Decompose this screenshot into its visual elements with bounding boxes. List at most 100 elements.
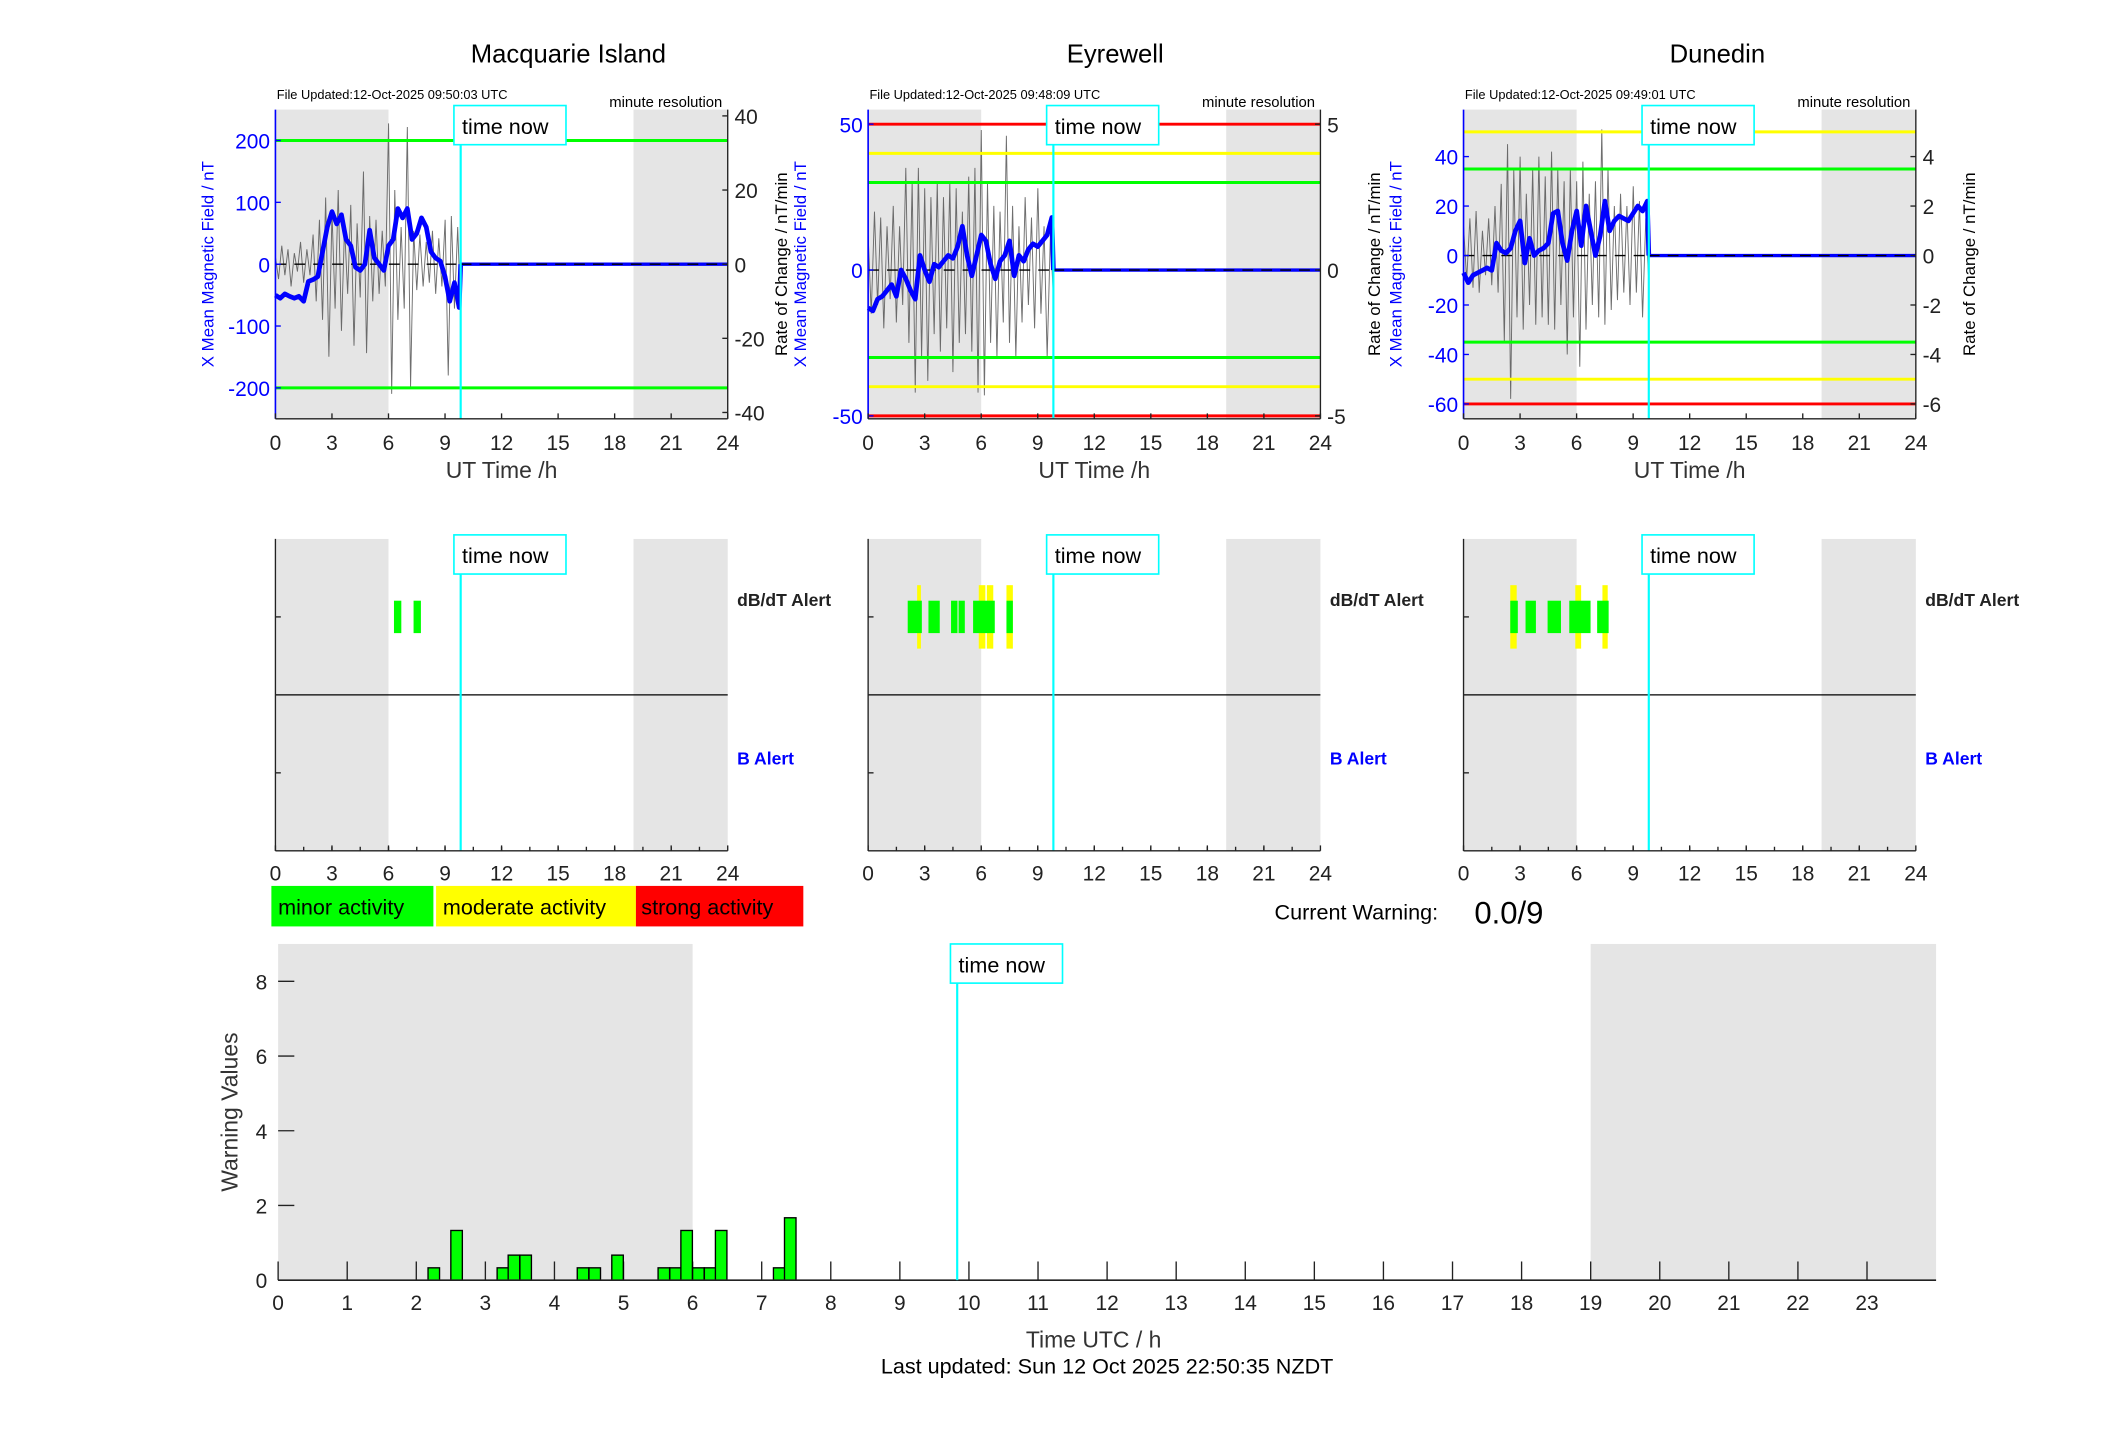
y-tick-label-left: 100 bbox=[235, 192, 270, 215]
x-tick-label: 12 bbox=[1095, 1292, 1118, 1315]
time-now-box bbox=[1641, 104, 1755, 146]
x-tick-label: 9 bbox=[894, 1292, 906, 1315]
x-tick-label: 0 bbox=[862, 863, 874, 886]
y-axis-label: Warning Values bbox=[217, 1032, 243, 1191]
y-tick-label-left: 40 bbox=[1435, 147, 1458, 170]
station-panel: Eyrewell File Updated:12-Oct-2025 09:48:0… bbox=[791, 40, 1424, 885]
night-shading bbox=[1226, 109, 1321, 419]
y-tick-label: 0 bbox=[256, 1270, 268, 1293]
night-shading bbox=[1590, 943, 1937, 1281]
dbdt-alert-bar-minor bbox=[1597, 600, 1609, 634]
warning-bar bbox=[680, 1229, 694, 1281]
x-tick-label: 22 bbox=[1786, 1292, 1809, 1315]
legend-moderate-label: moderate activity bbox=[443, 894, 606, 919]
warning-bar bbox=[576, 1267, 590, 1281]
time-now-box bbox=[1045, 104, 1160, 146]
current-warning-label: Current Warning: bbox=[1275, 900, 1439, 925]
y-tick-label-left: -40 bbox=[1428, 345, 1458, 368]
x-tick-label: 18 bbox=[603, 432, 626, 455]
y-tick-label-right: 2 bbox=[1923, 196, 1935, 219]
station-panel: Macquarie Island File Updated:12-Oct-2025… bbox=[198, 40, 831, 885]
x-tick-label: 17 bbox=[1441, 1292, 1464, 1315]
y-tick-label-left: -100 bbox=[228, 316, 270, 339]
x-tick-label: 24 bbox=[1904, 432, 1928, 455]
time-now-box bbox=[453, 104, 567, 146]
x-tick-label: 10 bbox=[957, 1292, 980, 1315]
resolution-text: minute resolution bbox=[1797, 95, 1910, 111]
legend-minor-label: minor activity bbox=[278, 894, 404, 919]
x-tick-label: 6 bbox=[975, 863, 987, 886]
x-tick-label: 15 bbox=[546, 863, 569, 886]
warning-bar bbox=[519, 1254, 533, 1281]
x-tick-label: 1 bbox=[341, 1292, 353, 1315]
x-tick-label: 16 bbox=[1372, 1292, 1395, 1315]
y-tick-label-left: -50 bbox=[833, 406, 863, 429]
x-tick-label: 3 bbox=[480, 1292, 492, 1315]
legend-minor-swatch bbox=[271, 885, 434, 927]
y-tick-label: 6 bbox=[256, 1046, 268, 1069]
x-tick-label: 18 bbox=[603, 863, 626, 886]
y-tick-label-right: 5 bbox=[1327, 114, 1339, 137]
dbdt-alert-label: dB/dT Alert bbox=[1925, 590, 2019, 610]
x-field-line bbox=[274, 206, 464, 310]
station-title: Dunedin bbox=[1670, 40, 1766, 68]
x-tick-label: 15 bbox=[1303, 1292, 1326, 1315]
time-now-box bbox=[1641, 534, 1755, 575]
x-tick-label: 3 bbox=[326, 432, 338, 455]
dbdt-alert-bar-minor bbox=[1569, 600, 1591, 634]
dbdt-alert-bar-minor bbox=[1006, 600, 1013, 634]
warning-bar bbox=[588, 1267, 602, 1281]
time-now-label: time now bbox=[959, 952, 1046, 977]
dbdt-alert-bar-minor bbox=[907, 600, 922, 634]
y-tick-label-left: -200 bbox=[228, 378, 270, 401]
x-tick-label: 18 bbox=[1791, 863, 1814, 886]
y-tick-label-right: -2 bbox=[1923, 295, 1942, 318]
x-tick-label: 18 bbox=[1196, 863, 1219, 886]
x-tick-label: 24 bbox=[716, 432, 740, 455]
x-tick-label: 21 bbox=[660, 432, 683, 455]
y-tick-label-right: -40 bbox=[734, 403, 764, 426]
y-tick-label: 4 bbox=[256, 1121, 268, 1144]
warning-bar bbox=[611, 1254, 624, 1281]
dbdt-alert-bar-minor bbox=[393, 600, 402, 634]
file-updated-text: File Updated:12-Oct-2025 09:49:01 UTC bbox=[1465, 87, 1696, 102]
time-now-label: time now bbox=[1650, 114, 1737, 139]
time-now-box bbox=[949, 943, 1064, 984]
b-alert-label: B Alert bbox=[1925, 749, 1982, 769]
x-tick-label: 21 bbox=[1848, 432, 1871, 455]
x-tick-label: 15 bbox=[1139, 432, 1162, 455]
warning-bar bbox=[691, 1267, 705, 1281]
station-title: Macquarie Island bbox=[471, 40, 666, 68]
rate-of-change-line bbox=[274, 123, 462, 394]
x-tick-label: 24 bbox=[1904, 863, 1928, 886]
time-now-label: time now bbox=[1055, 114, 1142, 139]
station-panel: Dunedin File Updated:12-Oct-2025 09:49:01… bbox=[1386, 40, 2019, 885]
x-tick-label: 21 bbox=[1717, 1292, 1740, 1315]
x-tick-label: 8 bbox=[825, 1292, 837, 1315]
dbdt-alert-label: dB/dT Alert bbox=[737, 590, 831, 610]
dbdt-alert-bar-minor bbox=[958, 600, 965, 634]
x-tick-label: 24 bbox=[1309, 432, 1333, 455]
dbdt-alert-bar-minor bbox=[973, 600, 995, 634]
x-tick-label: 6 bbox=[1571, 432, 1583, 455]
legend-strong-swatch bbox=[635, 885, 804, 927]
warning-bar bbox=[783, 1217, 797, 1281]
warning-bar bbox=[703, 1267, 717, 1281]
y-axis-label-left: X Mean Magnetic Field / nT bbox=[791, 161, 810, 367]
y-tick-label-right: 0 bbox=[1327, 260, 1339, 283]
x-tick-label: 13 bbox=[1165, 1292, 1188, 1315]
y-tick-label-left: -60 bbox=[1428, 394, 1458, 417]
activity-legend: minor activity moderate activity strong … bbox=[271, 885, 804, 927]
warning-bar bbox=[507, 1254, 521, 1281]
x-tick-label: 15 bbox=[546, 432, 569, 455]
y-axis-label-left: X Mean Magnetic Field / nT bbox=[1386, 161, 1405, 367]
rate-of-change-line bbox=[867, 129, 1054, 396]
time-now-label: time now bbox=[462, 543, 549, 568]
night-shading bbox=[1821, 109, 1916, 419]
x-tick-label: 7 bbox=[756, 1292, 768, 1315]
time-now-box bbox=[1045, 534, 1160, 575]
x-tick-label: 21 bbox=[1252, 863, 1275, 886]
x-tick-label: 12 bbox=[1678, 863, 1701, 886]
y-tick-label-left: 0 bbox=[258, 254, 270, 277]
y-tick-label-right: -20 bbox=[734, 328, 764, 351]
